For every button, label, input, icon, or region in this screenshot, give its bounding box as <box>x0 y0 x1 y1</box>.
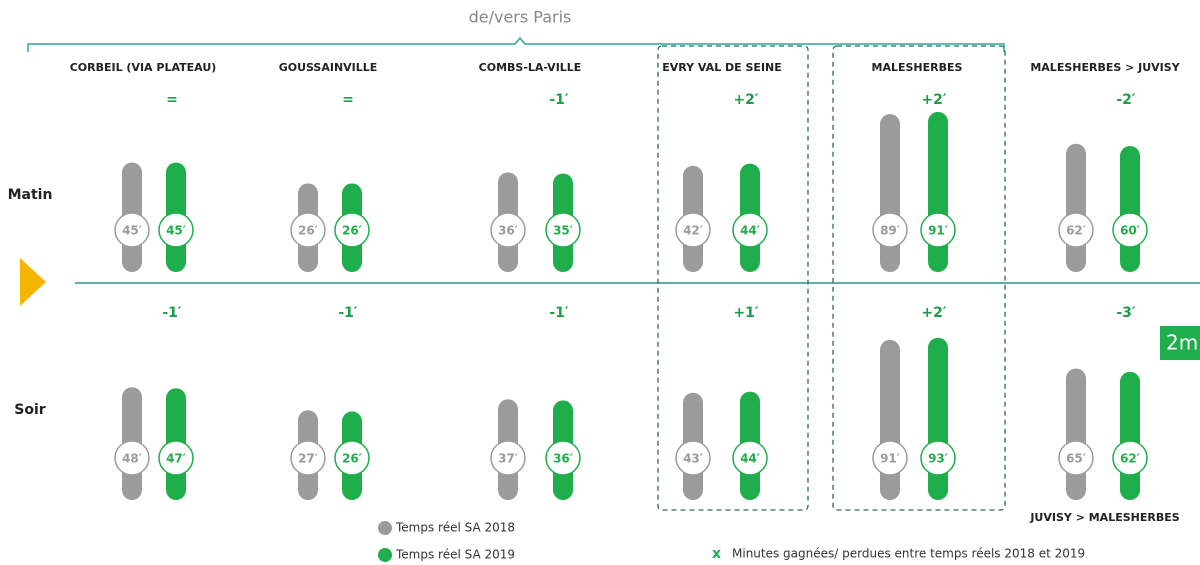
route-label: COMBS-LA-VILLE <box>479 61 582 74</box>
bar <box>880 339 900 500</box>
value-circle <box>872 440 908 476</box>
value-circle <box>732 212 768 248</box>
value-circle <box>490 440 526 476</box>
legend-note-marker: x <box>712 546 721 562</box>
value-label: 44′ <box>740 224 760 238</box>
marker-triangle <box>20 258 46 306</box>
bar <box>1120 146 1140 272</box>
value-label: 89′ <box>880 224 900 238</box>
value-circle <box>545 212 581 248</box>
value-circle <box>920 440 956 476</box>
period-label: Matin <box>8 187 53 203</box>
value-circle <box>158 212 194 248</box>
route-label: CORBEIL (VIA PLATEAU) <box>70 61 217 74</box>
delta-label: -1′ <box>162 305 182 321</box>
delta-label: +1′ <box>733 305 758 321</box>
value-label: 26′ <box>342 452 362 466</box>
delta-label: +2′ <box>921 92 946 108</box>
delta-label: -1′ <box>549 305 569 321</box>
value-label: 44′ <box>740 452 760 466</box>
value-label: 93′ <box>928 452 948 466</box>
delta-label: -3′ <box>1116 305 1136 321</box>
value-circle <box>920 212 956 248</box>
value-label: 91′ <box>880 452 900 466</box>
highlight-box <box>657 45 809 511</box>
delta-label: -1′ <box>338 305 358 321</box>
legend-dot <box>378 521 392 535</box>
value-circle <box>1112 440 1148 476</box>
value-label: 36′ <box>553 452 573 466</box>
value-circle <box>114 440 150 476</box>
delta-label: +2′ <box>921 305 946 321</box>
bracket <box>27 36 1005 52</box>
legend-dot <box>378 548 392 562</box>
bar <box>1120 371 1140 500</box>
value-circle <box>675 212 711 248</box>
period-label: Soir <box>14 402 46 418</box>
value-circle <box>675 440 711 476</box>
bar <box>1066 143 1086 272</box>
value-label: 62′ <box>1120 452 1140 466</box>
bar <box>880 114 900 272</box>
value-circle <box>1058 212 1094 248</box>
header: de/vers Paris <box>469 8 572 27</box>
highlight-box <box>832 45 1006 511</box>
value-circle <box>334 440 370 476</box>
route-label: GOUSSAINVILLE <box>279 61 378 74</box>
value-label: 45′ <box>166 224 186 238</box>
value-circle <box>290 440 326 476</box>
route-label: MALESHERBES > JUVISY <box>1030 61 1180 74</box>
legend-text: Temps réel SA 2019 <box>395 548 515 562</box>
value-circle <box>490 212 526 248</box>
delta-label: -2′ <box>1116 92 1136 108</box>
value-label: 48′ <box>122 452 142 466</box>
value-circle <box>334 212 370 248</box>
route-label: EVRY VAL DE SEINE <box>662 61 782 74</box>
legend-text: Temps réel SA 2018 <box>395 521 515 535</box>
bar <box>1066 368 1086 500</box>
value-label: 35′ <box>553 224 573 238</box>
side-badge-text: 2m <box>1166 331 1198 355</box>
value-label: 26′ <box>342 224 362 238</box>
delta-label: = <box>166 92 178 108</box>
value-label: 42′ <box>683 224 703 238</box>
value-label: 26′ <box>298 224 318 238</box>
route-label: MALESHERBES <box>872 61 963 74</box>
value-label: 91′ <box>928 224 948 238</box>
value-label: 62′ <box>1066 224 1086 238</box>
value-circle <box>1112 212 1148 248</box>
value-label: 36′ <box>498 224 518 238</box>
bar <box>928 111 948 273</box>
value-circle <box>114 212 150 248</box>
value-circle <box>732 440 768 476</box>
value-label: 43′ <box>683 452 703 466</box>
delta-label: +2′ <box>733 92 758 108</box>
value-label: 27′ <box>298 452 318 466</box>
value-circle <box>872 212 908 248</box>
value-label: 45′ <box>122 224 142 238</box>
delta-label: -1′ <box>549 92 569 108</box>
value-label: 47′ <box>166 452 186 466</box>
value-circle <box>158 440 194 476</box>
value-circle <box>1058 440 1094 476</box>
value-label: 37′ <box>498 452 518 466</box>
side-badge <box>1160 326 1200 360</box>
value-label: 65′ <box>1066 452 1086 466</box>
value-circle <box>290 212 326 248</box>
value-label: 60′ <box>1120 224 1140 238</box>
delta-label: = <box>342 92 354 108</box>
value-circle <box>545 440 581 476</box>
route-note: JUVISY > MALESHERBES <box>1029 511 1179 524</box>
legend-note-text: Minutes gagnées/ perdues entre temps rée… <box>732 547 1085 561</box>
